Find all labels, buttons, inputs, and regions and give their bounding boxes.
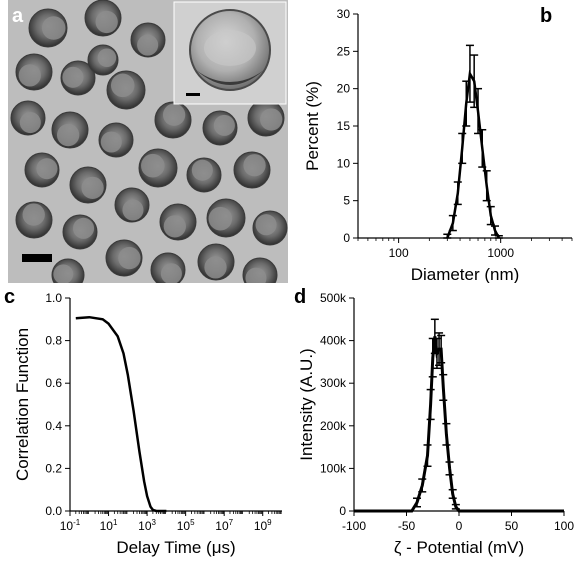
x-axis-label: Delay Time (μs) [116,538,235,557]
cell [105,239,143,277]
panel-c-correlation: c 0.0 0.2 0.4 0.6 0.8 1.0 10-1 101 103 105 107 109 D… [0,283,290,567]
cell [51,111,89,149]
y-tick-label: 5 [343,194,350,208]
cell [252,210,288,246]
y-tick-label: 25 [337,44,351,58]
y-tick-label: 0.6 [45,376,62,390]
x-tick-label: 107 [215,518,233,533]
panel-letter-b: b [540,5,552,27]
cell [159,203,197,241]
cell [206,198,246,238]
y-axis-label: Percent (%) [303,81,322,171]
y-tick-label: 200k [320,419,347,433]
y-tick-label: 1.0 [45,291,62,305]
series-line [354,336,564,513]
panel-a-micrograph: a [8,0,288,283]
x-axis-label: Diameter (nm) [411,265,520,283]
panel-d-zeta-potential: d 0 100k 200k 300k 400k 500k -100 -50 0 50 100 ζ - … [290,283,578,567]
x-tick-label: 109 [254,518,272,533]
chart-c: c 0.0 0.2 0.4 0.6 0.8 1.0 10-1 101 103 105 107 109 D… [4,286,282,557]
y-tick-label: 0 [339,504,346,518]
cell [10,100,46,136]
y-tick-label: 300k [320,376,347,390]
cell [24,152,60,188]
panel-letter-d: d [294,286,306,308]
y-tick-label: 100k [320,461,347,475]
y-tick-label: 500k [320,291,347,305]
cell [60,60,96,96]
y-axis-label: Correlation Function [13,328,32,481]
x-tick-label: 10-1 [60,518,81,533]
x-tick-label: -100 [342,519,366,533]
y-tick-label: 10 [337,156,351,170]
cell [15,201,53,239]
y-tick-label: 0.8 [45,334,62,348]
cell [98,122,134,158]
y-tick-label: 0.0 [45,504,62,518]
cell [114,187,150,223]
y-tick-label: 30 [337,7,351,21]
x-tick-label: 1000 [487,246,514,260]
y-tick-label: 15 [337,119,351,133]
cell [87,44,119,76]
cell [28,8,68,48]
x-tick-label: 100 [389,246,409,260]
cell [130,22,166,58]
chart-d: d 0 100k 200k 300k 400k 500k -100 -50 0 50 100 ζ - … [294,286,574,557]
cell [186,157,222,193]
cell [51,258,85,283]
scale-bar [22,254,52,262]
y-tick-label: 0.2 [45,461,62,475]
cell [84,0,122,37]
inset-image [173,1,287,105]
cell [15,53,53,91]
inset-scale-bar [186,93,200,96]
panel-letter-c: c [4,286,15,308]
panel-b-size-distribution: b 0 5 10 15 20 25 30 100 1000 Diameter (nm) Percen… [290,0,578,284]
series-line [75,315,167,513]
y-tick-label: 400k [320,334,347,348]
x-tick-label: -50 [398,519,416,533]
x-tick-label: 100 [554,519,574,533]
cell [242,257,278,283]
cell [233,151,271,189]
y-tick-label: 20 [337,82,351,96]
cell [154,101,192,139]
tem-micrograph: a [8,0,288,283]
cell [62,214,98,250]
y-axis-label: Intensity (A.U.) [297,348,316,460]
cell [150,252,186,283]
y-tick-label: 0.4 [45,419,62,433]
cell [247,99,285,137]
cell [197,243,235,281]
x-tick-label: 101 [100,518,118,533]
chart-b: b 0 5 10 15 20 25 30 100 1000 Diameter (nm) Percen… [303,5,573,284]
y-tick-label: 0 [343,231,350,245]
x-tick-label: 105 [177,518,195,533]
x-tick-label: 103 [138,518,156,533]
panel-letter-a: a [12,5,24,27]
cell [138,148,178,188]
cell [106,70,146,110]
x-axis-label: ζ - Potential (mV) [394,538,524,557]
cell [69,166,107,204]
x-tick-label: 50 [505,519,519,533]
cell [202,110,238,146]
x-tick-label: 0 [456,519,463,533]
